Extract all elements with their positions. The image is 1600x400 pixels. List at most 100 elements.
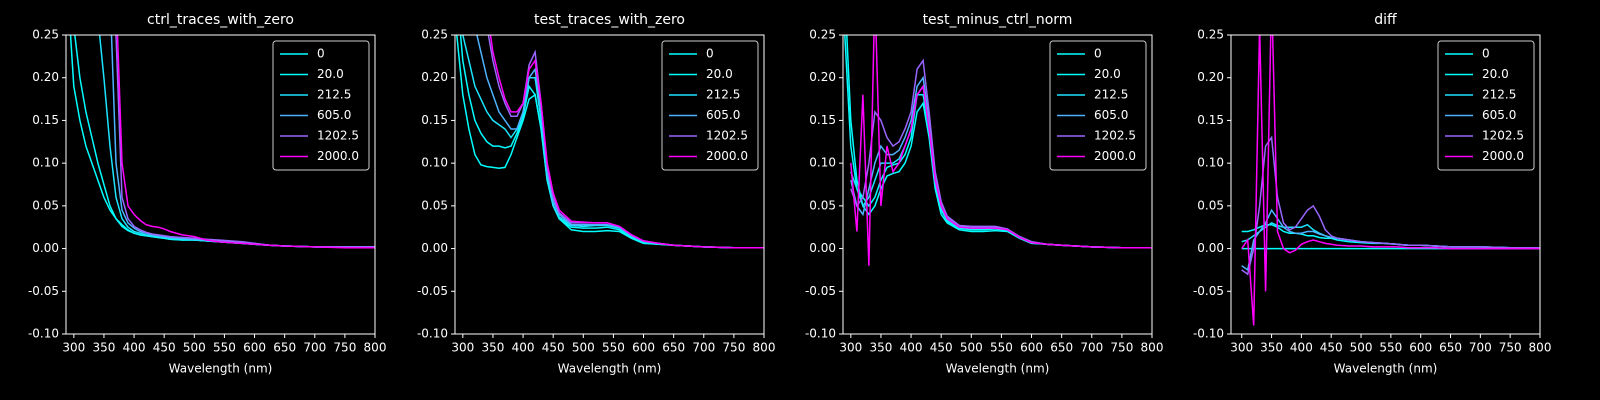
y-tick-label: 0.20 xyxy=(1197,70,1224,84)
x-tick-label: 800 xyxy=(753,341,776,355)
x-tick-label: 350 xyxy=(481,341,504,355)
x-tick-label: 800 xyxy=(364,341,387,355)
y-tick-label: 0.15 xyxy=(421,113,448,127)
axes-frame xyxy=(1230,34,1541,335)
x-tick-label: 400 xyxy=(900,341,923,355)
legend-label: 605.0 xyxy=(317,108,351,122)
x-tick-label: 400 xyxy=(1290,341,1313,355)
line-series xyxy=(1241,135,1540,276)
x-tick-label: 550 xyxy=(1379,341,1402,355)
legend-label: 1202.5 xyxy=(317,129,359,143)
x-tick-label: 400 xyxy=(512,341,535,355)
legend-box xyxy=(1437,40,1535,171)
y-tick-label: 0.00 xyxy=(1197,241,1224,255)
x-tick-label: 600 xyxy=(1020,341,1043,355)
y-tick-label: 0.10 xyxy=(421,156,448,170)
line-series xyxy=(116,35,375,249)
y-tick-label: 0.00 xyxy=(809,241,836,255)
x-tick-label: 550 xyxy=(602,341,625,355)
y-tick-label: -0.05 xyxy=(417,284,448,298)
plot-area xyxy=(69,35,375,249)
chart-title: ctrl_traces_with_zero xyxy=(147,12,294,28)
x-axis-label: Wavelength (nm) xyxy=(169,362,273,376)
x-tick-label: 450 xyxy=(153,341,176,355)
y-tick-label: 0.10 xyxy=(32,156,59,170)
x-tick-label: 750 xyxy=(1110,341,1133,355)
x-axis-label: Wavelength (nm) xyxy=(946,362,1050,376)
x-tick-label: 700 xyxy=(1469,341,1492,355)
plot-area xyxy=(456,35,764,249)
y-tick-label: 0.05 xyxy=(1197,198,1224,212)
y-tick-label: 0.10 xyxy=(1197,156,1224,170)
y-tick-label: 0.20 xyxy=(809,70,836,84)
y-tick-label: -0.10 xyxy=(28,327,59,341)
x-tick-label: 650 xyxy=(662,341,685,355)
x-tick-label: 300 xyxy=(62,341,85,355)
legend-label: 20.0 xyxy=(1094,67,1121,81)
y-tick-label: -0.05 xyxy=(805,284,836,298)
x-tick-label: 600 xyxy=(1409,341,1432,355)
y-tick-label: -0.10 xyxy=(1193,327,1224,341)
chart-title: test_minus_ctrl_norm xyxy=(923,12,1073,28)
x-axis-label: Wavelength (nm) xyxy=(558,362,662,376)
legend-label: 2000.0 xyxy=(706,149,748,163)
legend: 0 20.0 212.5 605.0 1202.5 2000.0 xyxy=(1437,40,1535,171)
y-tick-label: -0.10 xyxy=(805,327,836,341)
x-tick-label: 800 xyxy=(1141,341,1164,355)
chart-title: diff xyxy=(1374,12,1397,28)
legend-label: 0 xyxy=(317,47,325,61)
x-tick-label: 350 xyxy=(92,341,115,355)
legend-label: 1202.5 xyxy=(706,129,748,143)
x-tick-label: 550 xyxy=(990,341,1013,355)
legend-label: 20.0 xyxy=(706,67,733,81)
y-tick-label: 0.10 xyxy=(809,156,836,170)
axes-frame xyxy=(65,34,376,335)
legend-label: 0 xyxy=(706,47,714,61)
y-tick-label: 0.25 xyxy=(421,28,448,42)
x-tick-label: 700 xyxy=(1080,341,1103,355)
legend-label: 605.0 xyxy=(1094,108,1128,122)
y-tick-label: -0.05 xyxy=(28,284,59,298)
x-tick-label: 750 xyxy=(1499,341,1522,355)
x-tick-label: 550 xyxy=(213,341,236,355)
x-tick-label: 750 xyxy=(722,341,745,355)
subplot: ctrl_traces_with_zero Wavelength (nm) -0.1… xyxy=(28,12,387,376)
y-tick-label: 0.05 xyxy=(421,198,448,212)
line-series xyxy=(489,35,764,249)
y-tick-label: -0.10 xyxy=(417,327,448,341)
x-axis-label: Wavelength (nm) xyxy=(1334,362,1438,376)
x-tick-label: 350 xyxy=(869,341,892,355)
legend-box xyxy=(272,40,370,171)
legend-box xyxy=(1049,40,1147,171)
subplot: test_traces_with_zero Wavelength (nm) -0.1… xyxy=(417,12,776,376)
x-tick-label: 500 xyxy=(572,341,595,355)
y-tick-label: 0.25 xyxy=(32,28,59,42)
y-tick-label: 0.05 xyxy=(32,198,59,212)
legend-label: 212.5 xyxy=(317,88,351,102)
x-tick-label: 650 xyxy=(273,341,296,355)
x-tick-label: 300 xyxy=(1230,341,1253,355)
y-tick-label: 0.15 xyxy=(809,113,836,127)
y-tick-label: 0.00 xyxy=(32,241,59,255)
y-tick-label: 0.05 xyxy=(809,198,836,212)
x-tick-label: 750 xyxy=(333,341,356,355)
legend-box xyxy=(661,40,759,171)
line-series xyxy=(850,35,1152,266)
legend: 0 20.0 212.5 605.0 1202.5 2000.0 xyxy=(1049,40,1147,171)
legend-label: 0 xyxy=(1482,47,1490,61)
axes-frame xyxy=(842,34,1153,335)
chart-title: test_traces_with_zero xyxy=(534,12,685,28)
legend-label: 605.0 xyxy=(1482,108,1516,122)
legend-label: 1202.5 xyxy=(1094,129,1136,143)
legend-label: 20.0 xyxy=(317,67,344,81)
x-tick-label: 700 xyxy=(692,341,715,355)
axes-frame xyxy=(454,34,765,335)
y-tick-label: 0.20 xyxy=(32,70,59,84)
subplot: diff Wavelength (nm) -0.10 -0.05 0.00 0.05 0.1… xyxy=(1193,12,1552,376)
legend-label: 212.5 xyxy=(1094,88,1128,102)
x-tick-label: 450 xyxy=(930,341,953,355)
legend-label: 605.0 xyxy=(706,108,740,122)
legend-label: 212.5 xyxy=(706,88,740,102)
